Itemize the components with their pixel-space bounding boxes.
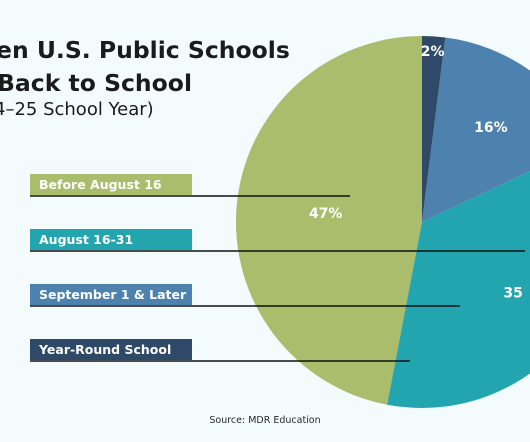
value-labels: 47% 35 16% 2% [309, 44, 523, 302]
pie-slice-august-16-31 [387, 171, 530, 409]
source-note: Source: MDR Education [209, 415, 321, 426]
value-label-0: 47% [309, 206, 343, 222]
pie-slice-september-1-later [422, 37, 530, 222]
chart-title-line-2: Back to School [0, 69, 192, 97]
chart-title-line-1: en U.S. Public Schools [0, 36, 290, 64]
value-label-1: 35 [503, 286, 522, 302]
chart-subtitle: 4–25 School Year) [0, 99, 154, 120]
value-label-3: 2% [421, 44, 445, 60]
pie-slice-before-august-16 [235, 36, 422, 405]
pie-slices [235, 36, 530, 409]
legend-item-august-16-31: August 16-31 [30, 229, 192, 250]
value-label-2: 16% [474, 120, 508, 136]
legend-item-before-august-16: Before August 16 [30, 174, 192, 195]
legend-item-year-round-school: Year-Round School [30, 339, 192, 360]
pie-slice-year-round-school [422, 36, 446, 222]
legend-item-september-1-later: September 1 & Later [30, 284, 192, 305]
leader-lines [30, 195, 525, 362]
